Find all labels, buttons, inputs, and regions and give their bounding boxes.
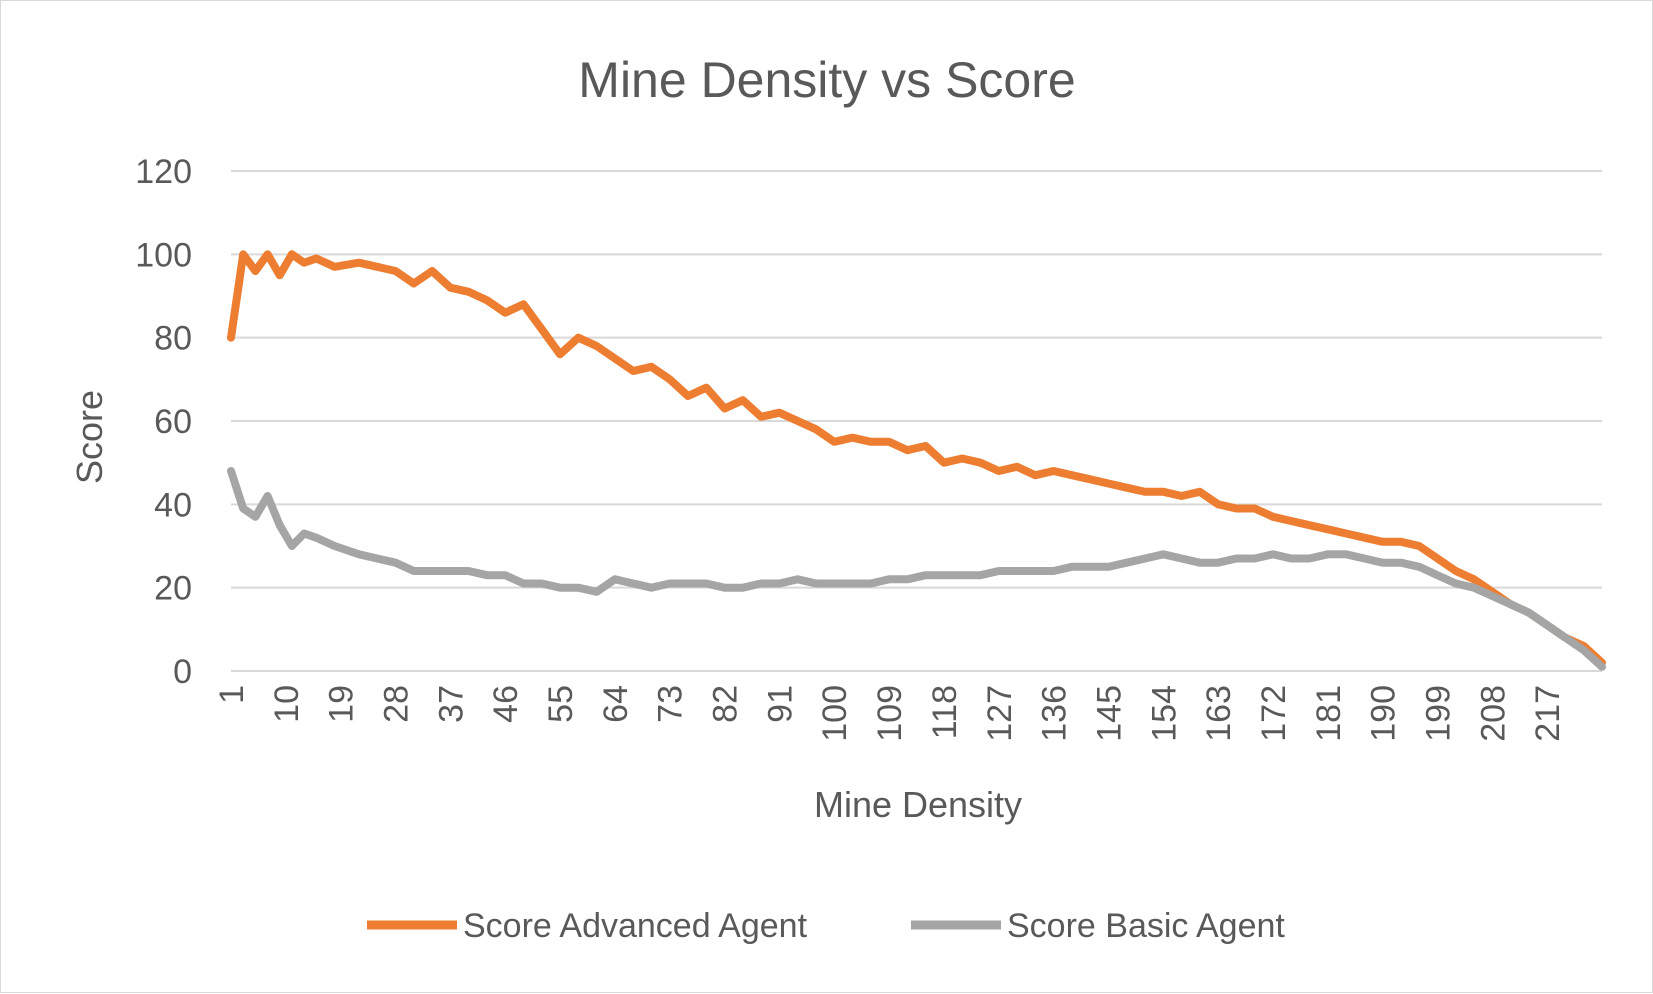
y-axis-label: Score — [69, 390, 110, 484]
x-tick-label: 190 — [1365, 685, 1403, 742]
gridlines — [231, 170, 1602, 672]
x-tick-label: 136 — [1036, 685, 1074, 742]
x-tick-label: 46 — [487, 685, 525, 723]
x-tick-label: 163 — [1200, 685, 1238, 742]
x-tick-label: 154 — [1145, 685, 1183, 742]
y-axis-ticks: 0 20 40 60 80 100 120 — [135, 153, 192, 691]
y-tick-label: 80 — [154, 320, 192, 358]
y-tick-label: 100 — [135, 236, 192, 274]
chart-title: Mine Density vs Score — [578, 52, 1075, 108]
x-tick-label: 199 — [1419, 685, 1457, 742]
x-tick-label: 118 — [926, 685, 964, 739]
x-axis-ticks: 1 10 19 28 37 46 55 64 73 82 91 100 109 118 127 136 145 1… — [213, 685, 1567, 742]
legend-label-basic: Score Basic Agent — [1007, 907, 1285, 945]
x-tick-label: 55 — [542, 685, 580, 723]
legend-label-advanced: Score Advanced Agent — [463, 907, 808, 945]
x-tick-label: 217 — [1529, 685, 1567, 742]
legend: Score Advanced Agent Score Basic Agent — [367, 907, 1285, 945]
x-tick-label: 91 — [761, 685, 799, 723]
x-tick-label: 100 — [816, 685, 854, 742]
y-tick-label: 60 — [154, 403, 192, 441]
y-tick-label: 20 — [154, 570, 192, 608]
x-tick-label: 10 — [268, 685, 306, 723]
series-line-basic — [227, 467, 1606, 671]
x-tick-label: 109 — [871, 685, 909, 742]
x-tick-label: 1 — [213, 685, 251, 704]
series-lines — [227, 250, 1606, 671]
x-tick-label: 127 — [981, 685, 1019, 742]
series-line-advanced — [227, 250, 1606, 667]
x-tick-label: 28 — [378, 685, 416, 723]
x-tick-label: 19 — [323, 685, 361, 723]
x-tick-label: 37 — [432, 685, 470, 723]
x-tick-label: 64 — [597, 685, 635, 723]
x-tick-label: 82 — [707, 685, 745, 723]
x-axis-label: Mine Density — [814, 784, 1022, 825]
y-tick-label: 40 — [154, 486, 192, 524]
x-tick-label: 181 — [1310, 685, 1348, 742]
x-tick-label: 172 — [1255, 685, 1293, 742]
y-tick-label: 0 — [173, 653, 192, 691]
x-tick-label: 145 — [1090, 685, 1128, 742]
y-tick-label: 120 — [135, 153, 192, 191]
x-tick-label: 73 — [652, 685, 690, 723]
x-tick-label: 208 — [1474, 685, 1512, 742]
